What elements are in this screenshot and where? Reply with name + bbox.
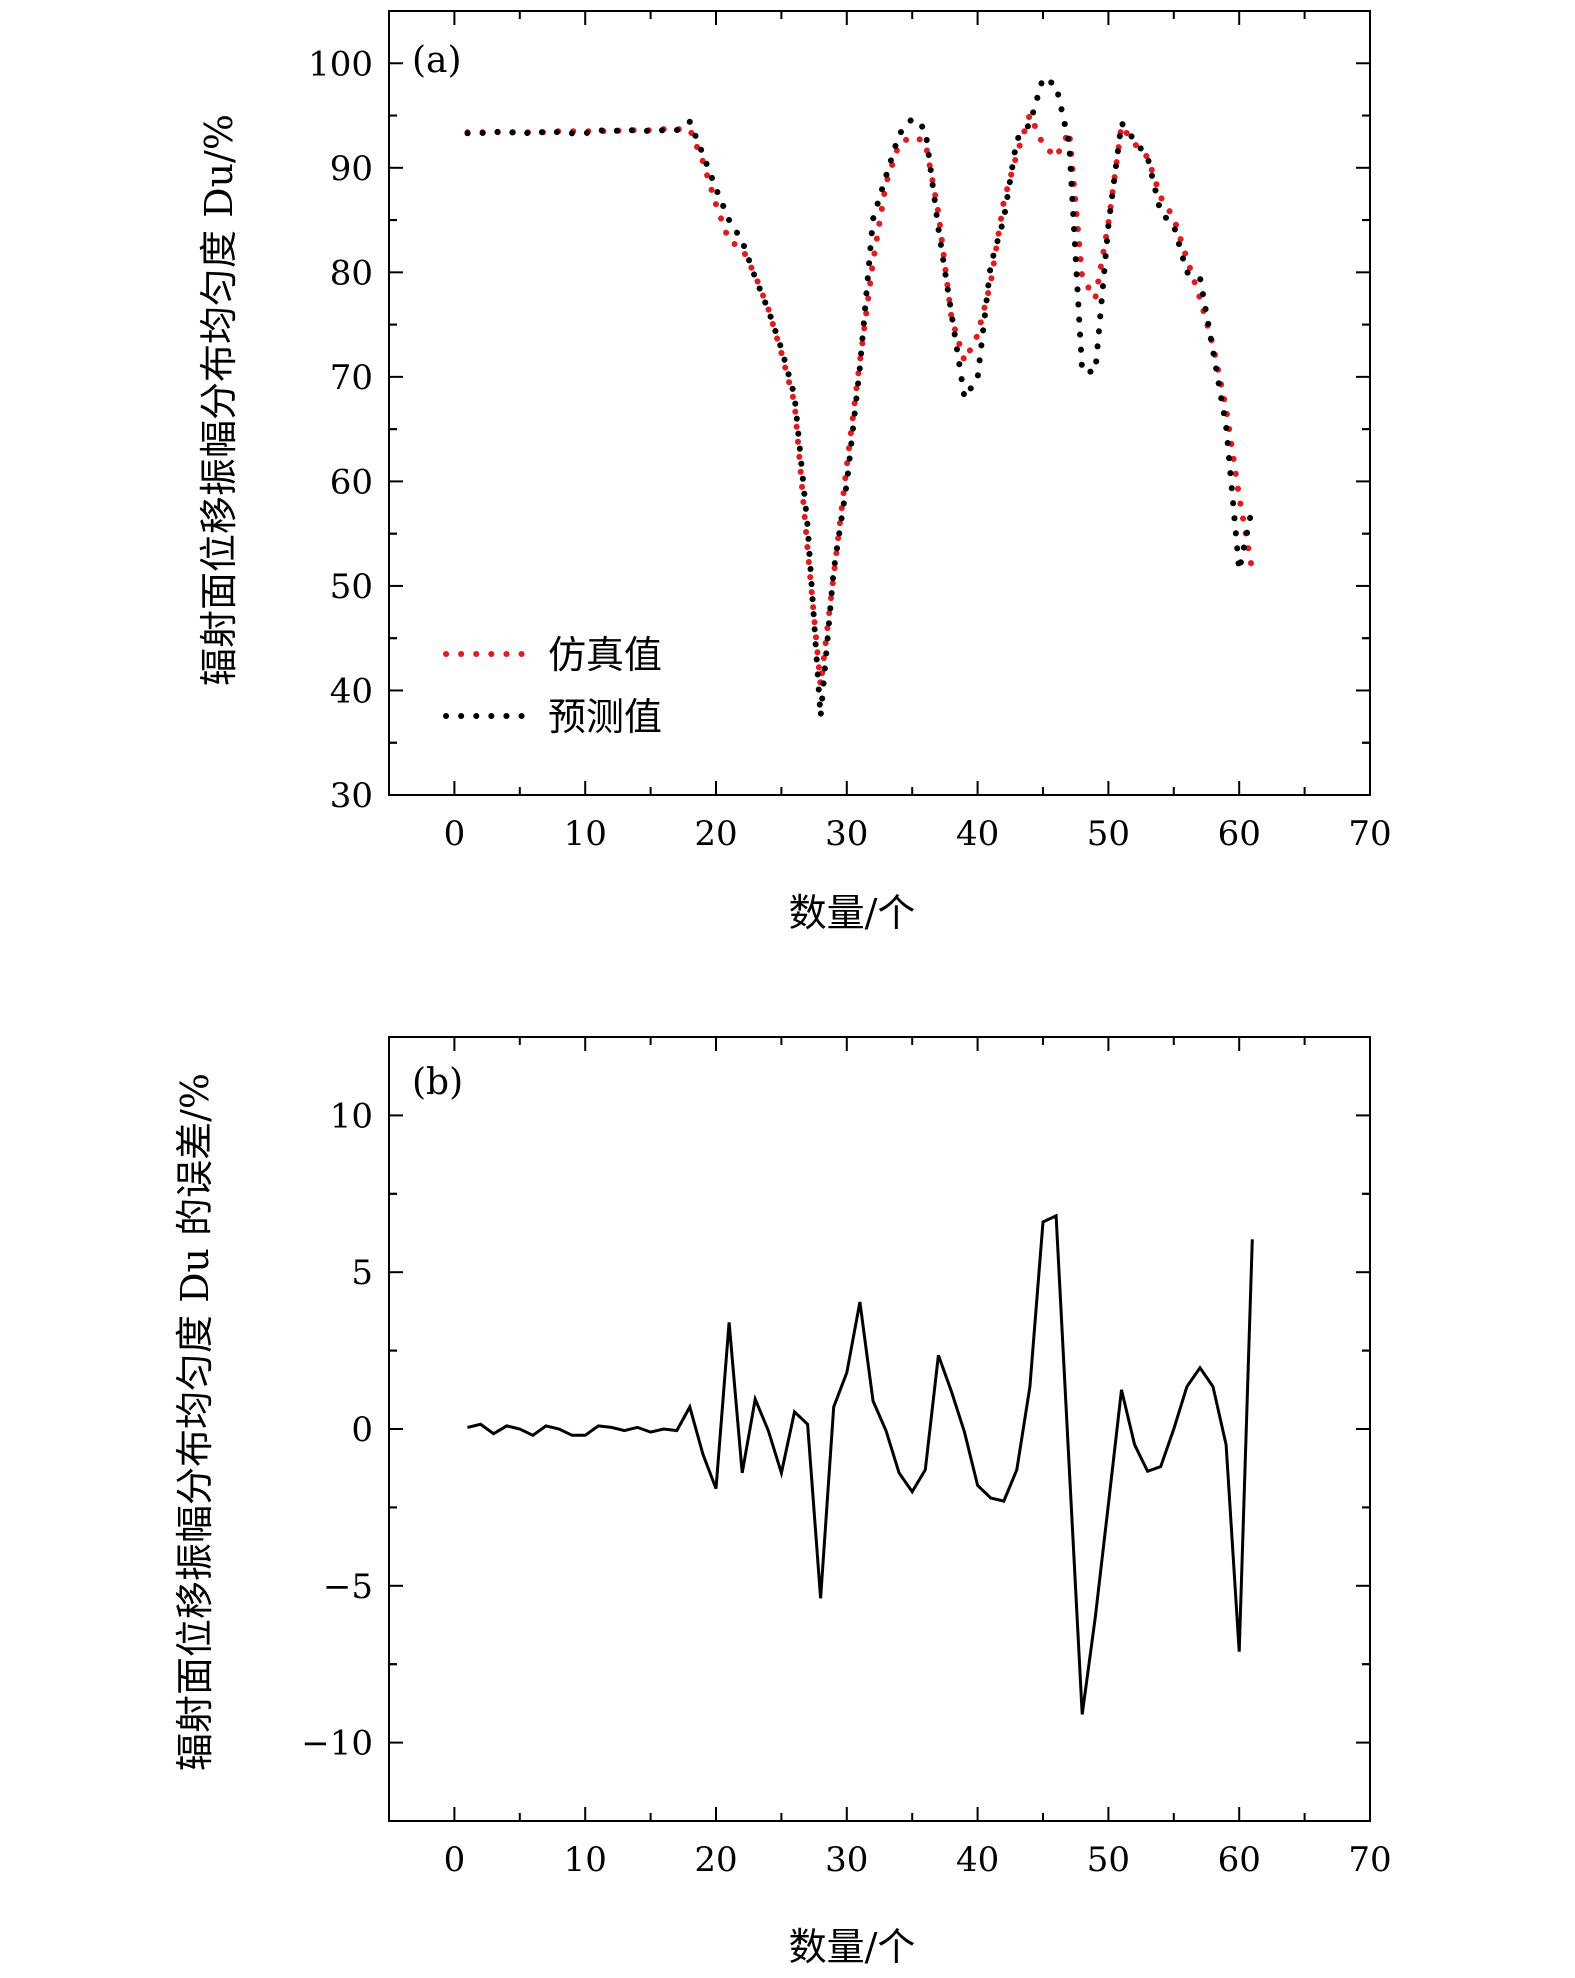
panel-b-label: (b) — [412, 1062, 463, 1103]
panel-b-x-tick-label: 70 — [1348, 1840, 1391, 1880]
legend-label-simulated: 仿真值 — [548, 633, 662, 677]
panel-b-series-line-0 — [467, 1213, 1254, 1715]
panel-b-series — [467, 1213, 1254, 1715]
panel-a-y-tick-label: 30 — [330, 776, 373, 816]
panel-a-ticks: 0 10 20 30 40 50 60 70 30 40 50 60 70 80 90 100 — [308, 11, 1392, 854]
panel-a-series — [464, 73, 1256, 717]
panel-a-x-tick-label: 60 — [1218, 814, 1261, 854]
panel-b-y-tick-label: 0 — [351, 1410, 373, 1450]
panel-a-y-axis-title: 辐射面位移振幅分布均匀度 Du/% — [197, 114, 241, 686]
panel-a-x-tick-label: 50 — [1087, 814, 1130, 854]
panel-b-y-tick-label: 10 — [330, 1096, 373, 1136]
panel-a-y-tick-label: 80 — [330, 253, 373, 293]
panel-a-y-tick-label: 90 — [330, 149, 373, 189]
panel-b-x-tick-label: 50 — [1087, 1840, 1130, 1880]
panel-a-series-line-0 — [464, 106, 1256, 686]
panel-a-frame — [388, 10, 1371, 796]
panel-a-x-tick-label: 70 — [1348, 814, 1391, 854]
panel-a-series-line-1 — [464, 73, 1256, 717]
panel-a-y-tick-label: 70 — [330, 358, 373, 398]
panel-b-ticks: 0 10 20 30 40 50 60 70 −10 −5 0 5 10 — [301, 1037, 1392, 1880]
panel-a-x-tick-label: 20 — [694, 814, 737, 854]
panel-b-x-axis-title: 数量/个 — [789, 1925, 916, 1969]
legend-label-predicted: 预测值 — [548, 695, 662, 739]
panel-a-label: (a) — [412, 40, 462, 81]
panel-b-x-tick-label: 20 — [694, 1840, 737, 1880]
panel-a-legend: 仿真值 预测值 — [443, 633, 662, 739]
panel-b-y-axis-title: 辐射面位移振幅分布均匀度 Du 的误差/% — [173, 1073, 217, 1771]
panel-a-y-tick-label: 100 — [308, 44, 373, 84]
panel-b-y-tick-label: 5 — [351, 1253, 373, 1293]
panel-a-y-tick-label: 60 — [330, 462, 373, 502]
panel-a: (a) 0 10 20 30 40 50 60 70 30 40 50 60 70 80 90 100 数量/… — [197, 10, 1392, 935]
panel-b-x-tick-label: 10 — [564, 1840, 607, 1880]
panel-a-y-tick-label: 40 — [330, 671, 373, 711]
panel-b-y-tick-label: −10 — [301, 1724, 373, 1764]
panel-b-x-tick-label: 40 — [956, 1840, 999, 1880]
panel-b-x-tick-label: 60 — [1218, 1840, 1261, 1880]
panel-a-x-tick-label: 0 — [444, 814, 466, 854]
panel-b-x-tick-label: 0 — [444, 1840, 466, 1880]
panel-a-x-tick-label: 10 — [564, 814, 607, 854]
panel-b-x-tick-label: 30 — [825, 1840, 868, 1880]
panel-a-x-tick-label: 30 — [825, 814, 868, 854]
panel-a-y-tick-label: 50 — [330, 567, 373, 607]
panel-b: (b) 0 10 20 30 40 50 60 70 −10 −5 0 5 10 数量/个 辐射面位移振… — [173, 1036, 1392, 1969]
panel-b-frame — [388, 1036, 1371, 1822]
panel-a-x-axis-title: 数量/个 — [789, 891, 916, 935]
panel-a-x-tick-label: 40 — [956, 814, 999, 854]
panel-b-y-tick-label: −5 — [323, 1567, 373, 1607]
